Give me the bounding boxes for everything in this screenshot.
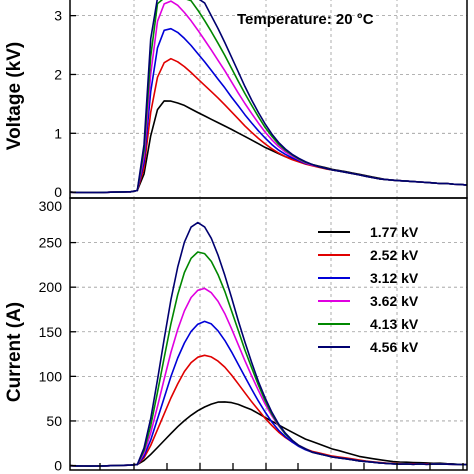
y-tick-label: 150 — [39, 324, 63, 340]
series-line-4-56-kV — [69, 221, 468, 467]
voltage-ticks: 0 1 2 3 — [54, 8, 76, 200]
legend-label: 4.56 kV — [370, 339, 419, 355]
current-grid — [70, 198, 467, 470]
y-tick-label: 2 — [54, 66, 62, 82]
legend-label: 2.52 kV — [370, 247, 419, 263]
current-top-tick-label: 300 — [39, 198, 63, 214]
y-tick-label: 100 — [39, 368, 63, 384]
current-panel: 0 50 100 150 200 250 300 Current (A) 1.77 kV 2… — [4, 197, 468, 474]
y-tick-label: 50 — [46, 413, 62, 429]
y-tick-label: 200 — [39, 279, 63, 295]
voltage-grid — [70, 0, 467, 198]
voltage-axis-title: Voltage (kV) — [4, 42, 25, 150]
legend-label: 1.77 kV — [370, 224, 419, 240]
legend-label: 3.12 kV — [370, 270, 419, 286]
y-tick-label: 1 — [54, 125, 62, 141]
voltage-curves — [69, 0, 468, 194]
legend: 1.77 kV 2.52 kV 3.12 kV 3.62 kV 4.13 kV 4.56 … — [318, 224, 419, 355]
current-ticks: 0 50 100 150 200 250 — [39, 235, 76, 474]
legend-label: 3.62 kV — [370, 293, 419, 309]
current-curves — [69, 221, 468, 467]
temperature-annotation: Temperature: 20 °C — [237, 11, 374, 28]
series-line-4-56-kV — [69, 0, 468, 194]
y-tick-label: 0 — [54, 458, 62, 474]
current-plot-frame — [69, 197, 468, 471]
y-tick-label: 250 — [39, 235, 63, 251]
y-tick-label: 3 — [54, 8, 62, 24]
current-axis-title: Current (A) — [4, 302, 25, 402]
legend-label: 4.13 kV — [370, 316, 419, 332]
x-ticks — [99, 463, 464, 470]
y-tick-label: 0 — [54, 184, 62, 200]
